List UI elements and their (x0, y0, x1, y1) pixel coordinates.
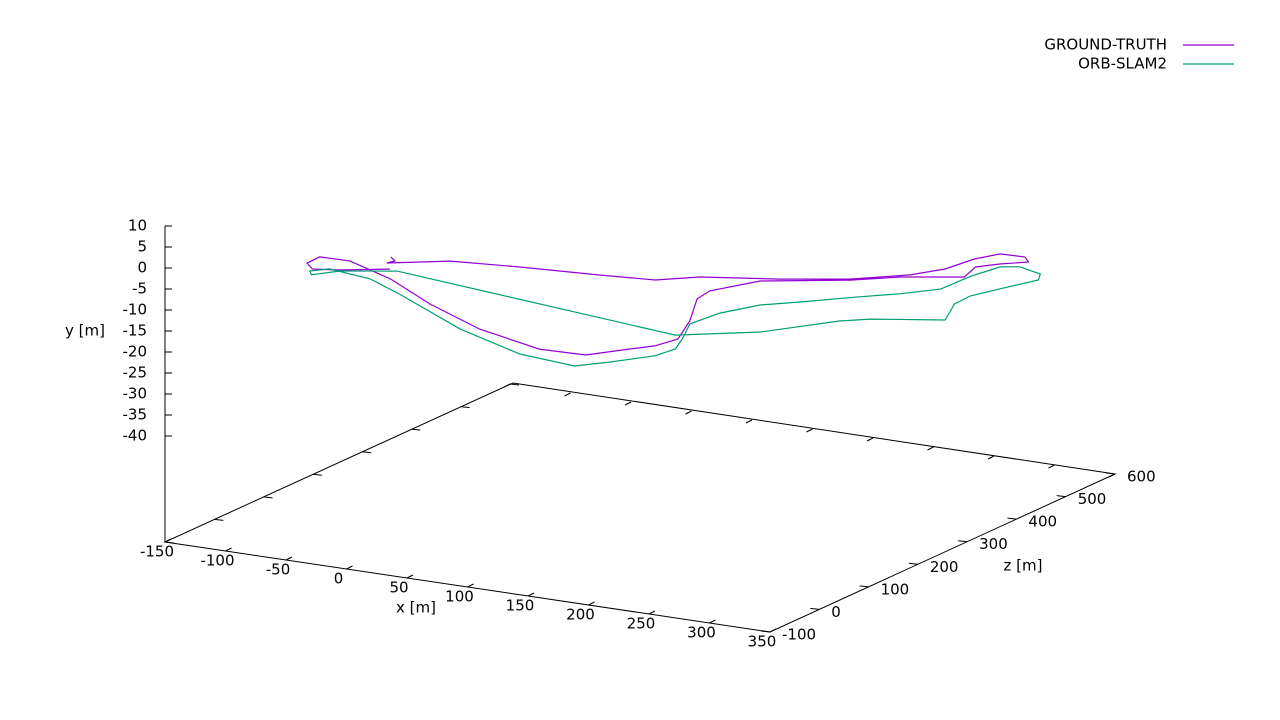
x-tick-label: 250 (627, 615, 656, 633)
x-tick (709, 619, 716, 624)
z-tick (810, 607, 820, 610)
x-tick-label: 350 (748, 633, 777, 651)
y-tick-label: -10 (123, 301, 148, 319)
x-tick (285, 556, 293, 561)
x-tick (467, 583, 474, 588)
y-tick-label: -5 (132, 280, 147, 298)
z-tick (859, 585, 869, 588)
z-tick-label: 500 (1078, 490, 1107, 508)
z-tick (1007, 517, 1017, 520)
x-tick (406, 574, 414, 579)
base-box (163, 382, 1117, 633)
y-tick-label: 5 (137, 238, 147, 256)
x-tick (588, 601, 595, 606)
x-tick-label: -150 (140, 543, 174, 561)
x-tick (1108, 473, 1116, 478)
x-tick-label: 50 (389, 579, 408, 597)
trajectory (308, 266, 1042, 367)
z-tick (460, 406, 470, 409)
y-tick-label: -15 (123, 322, 148, 340)
x-tick (1048, 464, 1055, 469)
x-tick-label: 200 (566, 606, 595, 624)
legend-label: GROUND-TRUTH (1044, 36, 1167, 54)
x-tick-label: 0 (334, 570, 344, 588)
x-tick (503, 383, 511, 388)
z-tick (411, 428, 421, 431)
x-tick-label: -50 (266, 561, 291, 579)
y-axis-label: y [m] (65, 322, 105, 340)
y-tick-label: -35 (123, 406, 148, 424)
x-tick (806, 428, 813, 433)
z-tick (760, 630, 771, 633)
x-axis-label: x [m] (396, 599, 436, 617)
z-tick-label: 0 (831, 603, 841, 621)
x-tick (225, 547, 232, 552)
z-tick (312, 473, 322, 476)
x-tick (745, 419, 753, 424)
x-tick (685, 410, 692, 415)
z-tick (362, 451, 372, 454)
z-tick (1056, 495, 1066, 498)
z-tick (263, 496, 273, 499)
z-tick (164, 541, 175, 544)
y-tick-label: 0 (137, 259, 147, 277)
x-tick (527, 592, 535, 597)
x-tick (164, 538, 172, 543)
z-tick (908, 562, 918, 565)
trajectory (306, 253, 1030, 356)
x-tick (769, 628, 777, 633)
z-axis-label: z [m] (1004, 557, 1043, 575)
z-tick-label: 300 (979, 535, 1008, 553)
y-tick-label: -20 (123, 343, 148, 361)
x-tick-label: 300 (687, 624, 716, 642)
z-tick-label: -100 (782, 626, 816, 644)
x-tick (624, 401, 632, 406)
legend-label: ORB-SLAM2 (1078, 55, 1167, 73)
x-tick-label: 100 (445, 588, 474, 606)
z-tick (1105, 472, 1116, 475)
x-tick-label: 150 (506, 597, 535, 615)
z-tick (214, 518, 224, 521)
x-tick-label: -100 (200, 552, 234, 570)
y-tick-label: 10 (128, 217, 147, 235)
x-tick (648, 610, 656, 615)
x-tick (866, 437, 874, 442)
z-tick (509, 383, 520, 386)
z-tick-label: 200 (930, 558, 959, 576)
z-tick-label: 100 (881, 580, 910, 598)
y-tick-label: -25 (123, 364, 148, 382)
z-tick-label: 400 (1028, 513, 1057, 531)
y-tick-label: -30 (123, 385, 148, 403)
y-tick-label: -40 (123, 427, 148, 445)
z-tick-label: 600 (1127, 468, 1156, 486)
z-tick (958, 540, 968, 543)
x-tick (564, 392, 571, 397)
x-tick (927, 446, 934, 451)
x-tick (346, 565, 353, 570)
x-tick (987, 455, 995, 460)
